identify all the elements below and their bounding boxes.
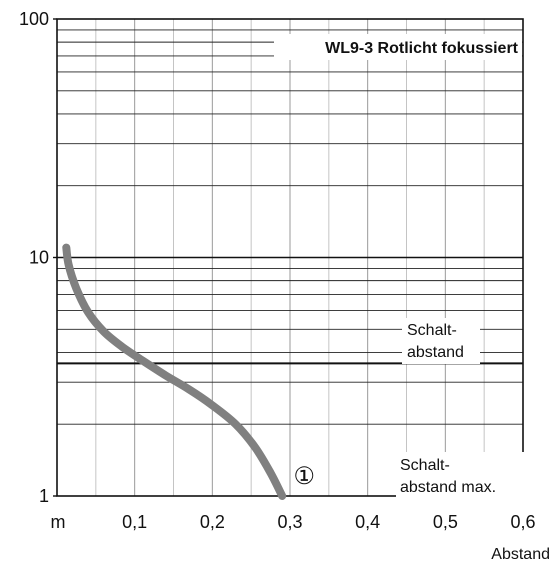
x-tick-label: 0,6 bbox=[510, 512, 535, 532]
plot-frame bbox=[56, 18, 524, 497]
x-tick-label: 0,2 bbox=[200, 512, 225, 532]
x-axis-title: Abstand bbox=[491, 546, 550, 563]
reference-label-line1: Schalt- bbox=[407, 322, 457, 339]
reference-label-line2: abstand bbox=[407, 344, 464, 361]
lower-label-background bbox=[396, 452, 524, 498]
series-marker-label: ① bbox=[293, 463, 315, 490]
y-tick-label: 10 bbox=[29, 248, 49, 268]
series-line bbox=[62, 243, 287, 500]
reference-label-background bbox=[402, 318, 480, 364]
chart-title: WL9-3 Rotlicht fokussiert bbox=[325, 40, 519, 57]
x-unit-label: m bbox=[51, 512, 66, 532]
x-tick-label: 0,5 bbox=[433, 512, 458, 532]
grid bbox=[53, 18, 523, 497]
title-background bbox=[274, 34, 522, 60]
x-tick-label: 0,3 bbox=[277, 512, 302, 532]
series-marker-background bbox=[291, 463, 318, 489]
lower-label-line2: abstand max. bbox=[400, 479, 496, 496]
lower-label-line1: Schalt- bbox=[400, 457, 450, 474]
x-tick-labels: 0,1 0,2 0,3 0,4 0,5 0,6 bbox=[122, 512, 535, 532]
x-tick-label: 0,4 bbox=[355, 512, 380, 532]
y-tick-label: 100 bbox=[19, 9, 49, 29]
series-group: ① bbox=[62, 243, 318, 500]
x-tick-label: 0,1 bbox=[122, 512, 147, 532]
y-tick-labels: 1 10 100 bbox=[19, 9, 49, 506]
y-tick-label: 1 bbox=[39, 486, 49, 506]
